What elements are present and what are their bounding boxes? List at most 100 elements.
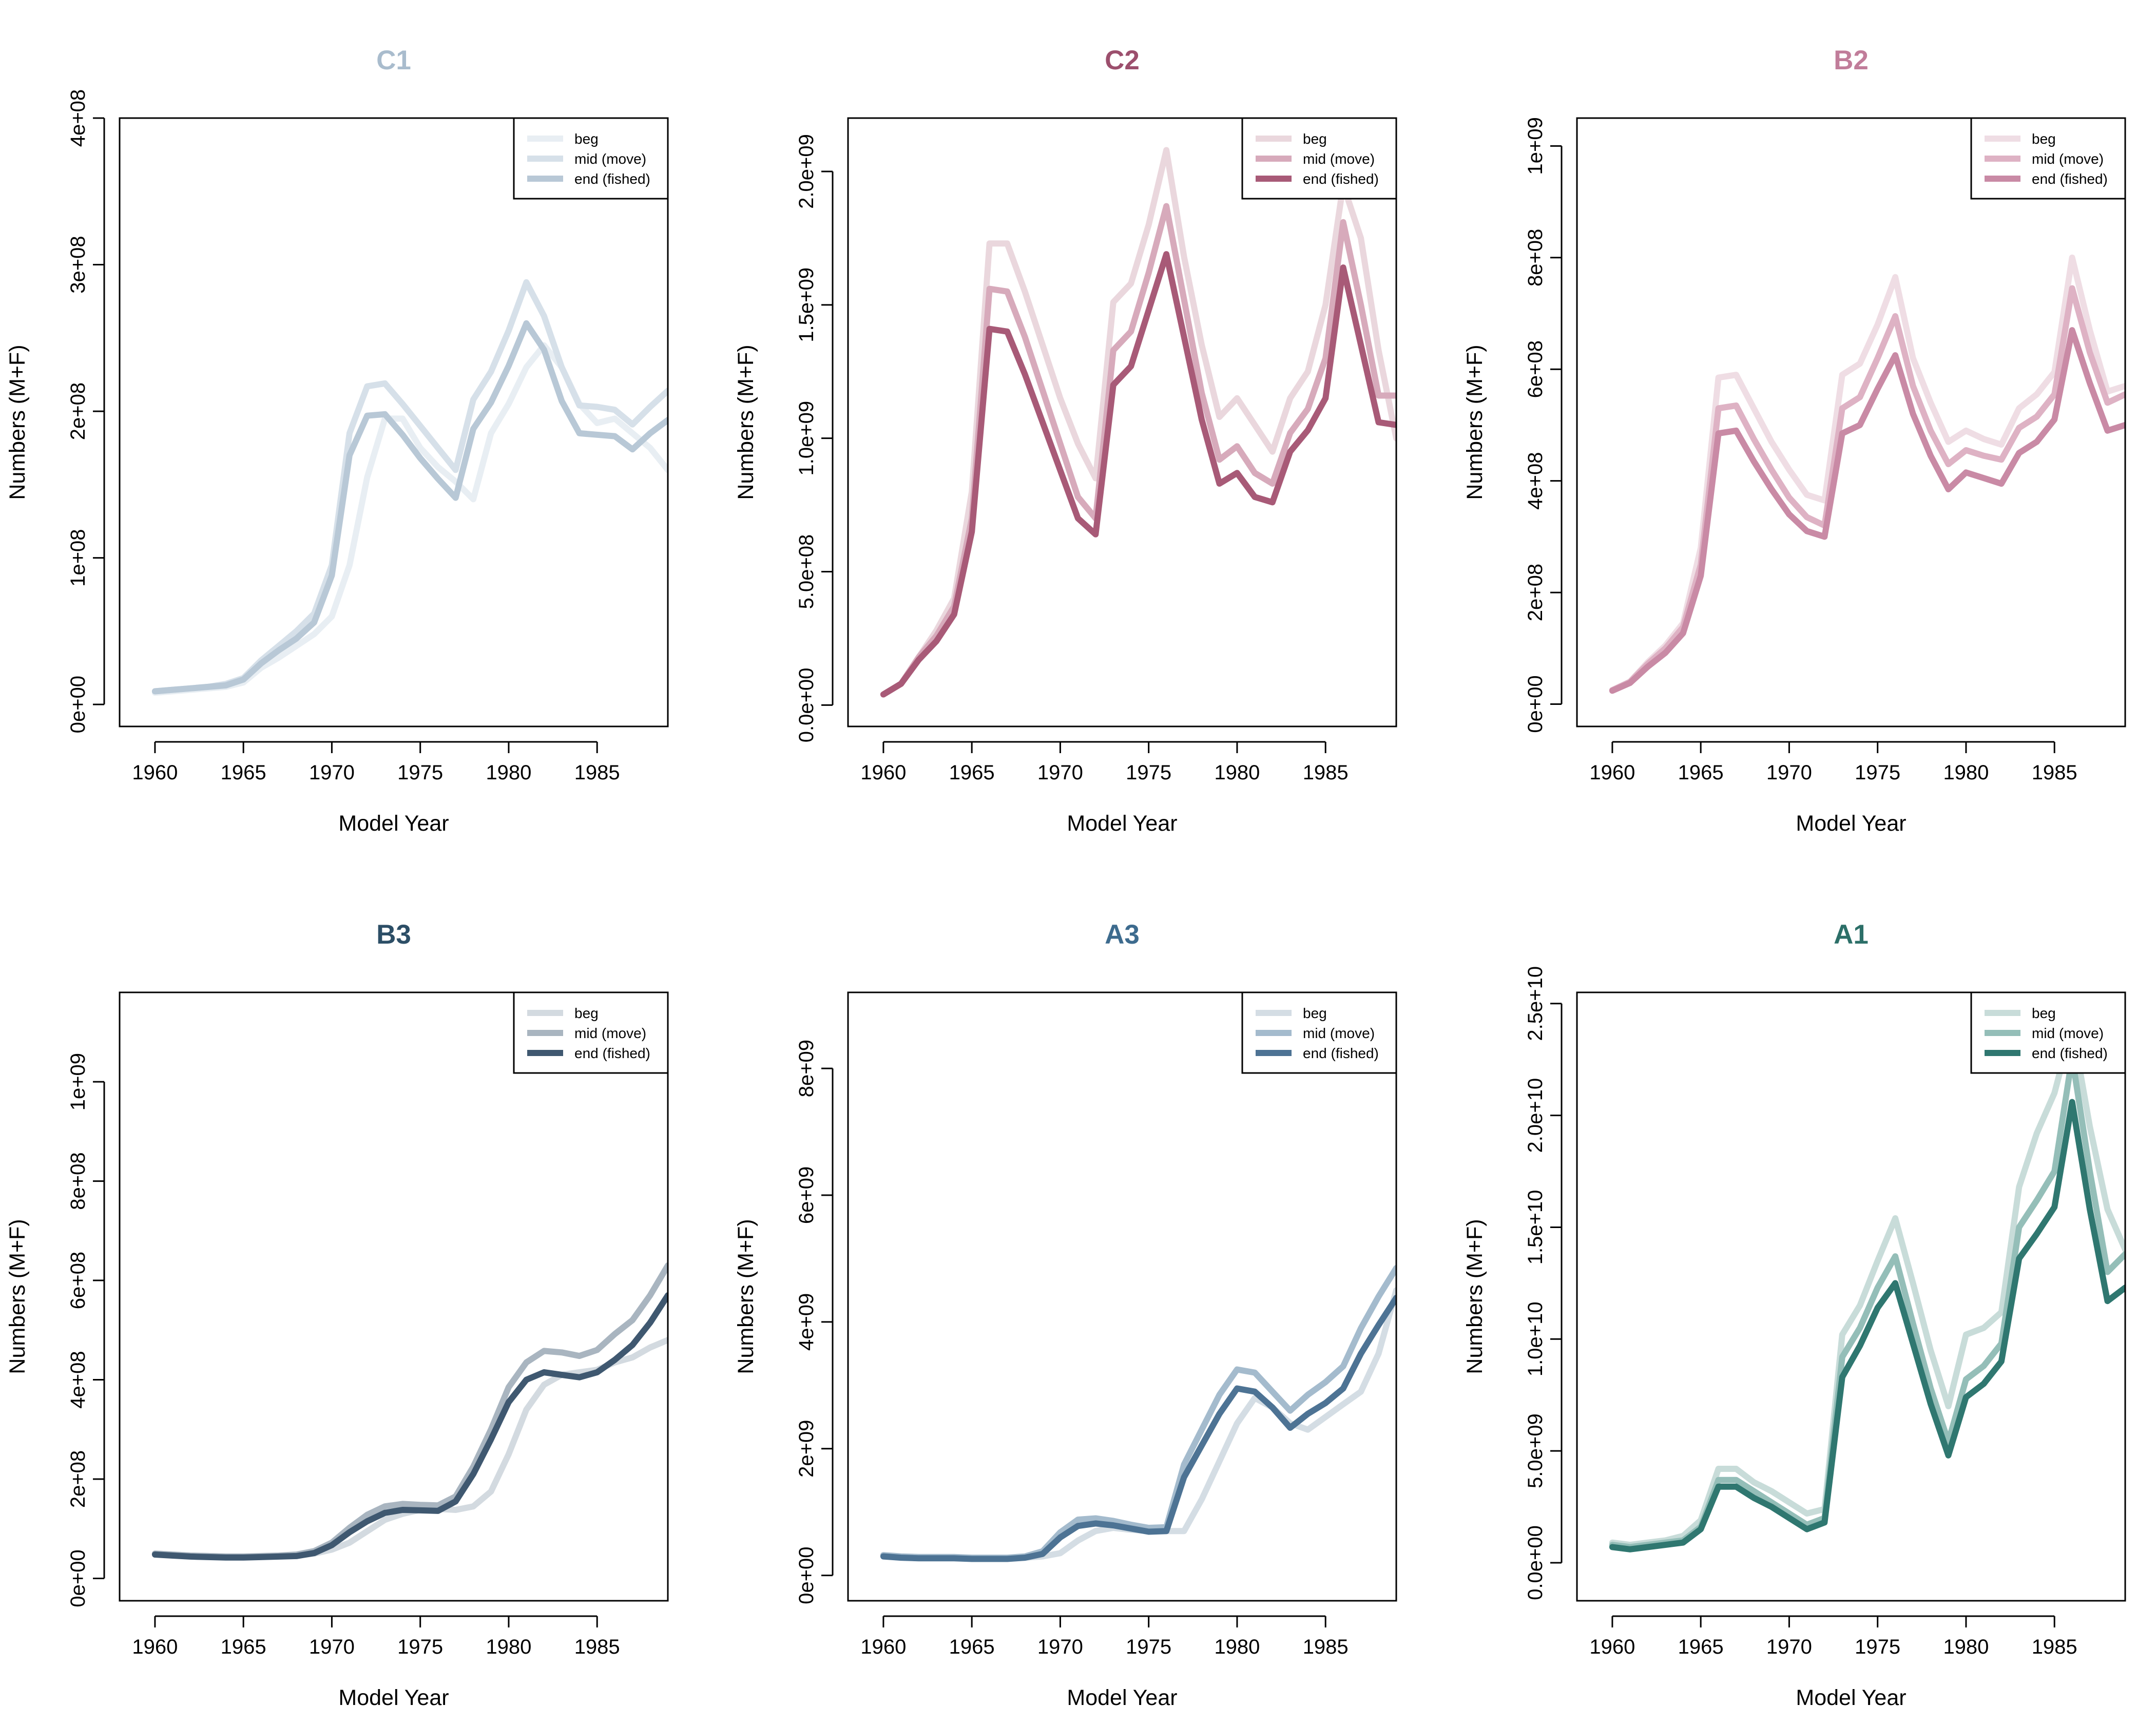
- y-axis-label: Numbers (M+F): [1462, 344, 1487, 500]
- x-tick-label: 1970: [1766, 761, 1812, 784]
- panel-b3: B3 1960 1965 1970 1975 1980 1985 0e+00 2e+08 4e+0…: [5, 919, 669, 1710]
- legend-label: mid (move): [2032, 1025, 2104, 1041]
- panel-a3: A3 1960 1965 1970 1975 1980 1985 0e+00 2e+09 4e+0…: [734, 919, 1397, 1710]
- series-line-end: [1609, 327, 2125, 694]
- series-line-end: [151, 320, 668, 695]
- plot-frame: [1576, 117, 2126, 727]
- x-tick-label: 1965: [949, 1636, 995, 1658]
- legend: beg mid (move) end (fished): [513, 991, 669, 1074]
- panel-a1: A1 1960 1965 1970 1975 1980 1985 0.0e+00 5.0e+09…: [1462, 919, 2126, 1710]
- y-tick-label: 2e+09: [795, 1420, 818, 1478]
- plot-frame: [119, 117, 669, 727]
- x-tick-label: 1965: [221, 1636, 266, 1658]
- y-tick-label: 1.0e+09: [795, 401, 818, 476]
- x-tick-label: 1975: [1126, 1636, 1171, 1658]
- legend-label: end (fished): [1303, 171, 1379, 187]
- x-axis-label: Model Year: [338, 811, 449, 836]
- y-axis-label: Numbers (M+F): [1462, 1219, 1487, 1374]
- legend-label: mid (move): [574, 1025, 646, 1041]
- x-tick-label: 1960: [860, 1636, 906, 1658]
- plot-frame: [847, 117, 1397, 727]
- y-tick-label: 6e+08: [67, 1252, 89, 1309]
- series-line-beg: [1609, 1023, 2125, 1548]
- x-tick-label: 1980: [1943, 1636, 1989, 1658]
- y-tick-label: 5.0e+09: [1524, 1413, 1547, 1488]
- y-tick-label: 1e+08: [67, 529, 89, 586]
- series-line-end: [1609, 1099, 2125, 1552]
- x-tick-label: 1980: [1943, 761, 1989, 784]
- x-tick-label: 1975: [1126, 761, 1171, 784]
- y-tick-label: 8e+08: [67, 1152, 89, 1210]
- x-tick-label: 1965: [1678, 1636, 1724, 1658]
- y-tick-label: 3e+08: [67, 236, 89, 293]
- legend: beg mid (move) end (fished): [1241, 117, 1397, 200]
- legend: beg mid (move) end (fished): [1241, 991, 1397, 1074]
- series-lines: [151, 1262, 668, 1561]
- y-tick-label: 0e+00: [1524, 675, 1547, 733]
- panel-title: B2: [1834, 45, 1869, 75]
- series-lines: [1609, 254, 2125, 694]
- legend: beg mid (move) end (fished): [513, 117, 669, 200]
- panel-c2: C2 1960 1965 1970 1975 1980 1985 0.0e+00 5.0e+08…: [734, 45, 1397, 836]
- y-tick-label: 2e+08: [67, 1450, 89, 1508]
- x-tick-label: 1985: [1303, 1636, 1349, 1658]
- series-line-end: [151, 1292, 668, 1561]
- panel-title: C1: [376, 45, 411, 75]
- x-tick-label: 1965: [1678, 761, 1724, 784]
- x-tick-label: 1960: [1589, 761, 1635, 784]
- legend-label: beg: [2032, 131, 2056, 147]
- y-tick-label: 2.0e+10: [1524, 1078, 1547, 1153]
- series-line-beg: [151, 342, 668, 696]
- y-tick-label: 4e+09: [795, 1293, 818, 1351]
- x-axis-label: Model Year: [1067, 1685, 1177, 1710]
- panel-title: C2: [1105, 45, 1140, 75]
- legend-label: end (fished): [2032, 171, 2108, 187]
- y-tick-label: 4e+08: [1524, 452, 1547, 509]
- y-tick-label: 4e+08: [67, 89, 89, 147]
- legend-label: beg: [1303, 1005, 1327, 1021]
- x-tick-label: 1970: [1037, 1636, 1083, 1658]
- x-tick-label: 1980: [486, 761, 531, 784]
- series-line-beg: [880, 147, 1396, 698]
- y-tick-label: 0e+00: [795, 1546, 818, 1604]
- legend-label: mid (move): [574, 151, 646, 167]
- y-tick-label: 4e+08: [67, 1351, 89, 1408]
- legend-label: mid (move): [1303, 151, 1375, 167]
- y-tick-label: 1.5e+09: [795, 267, 818, 342]
- legend-label: end (fished): [574, 171, 650, 187]
- panel-c1: C1 1960 1965 1970 1975 1980 1985 0e+00 1e+08 2e+0…: [5, 45, 669, 836]
- plot-frame: [847, 991, 1397, 1602]
- x-tick-label: 1960: [1589, 1636, 1635, 1658]
- y-tick-label: 8e+09: [795, 1040, 818, 1097]
- series-line-end: [880, 1295, 1396, 1562]
- x-tick-label: 1985: [2032, 761, 2077, 784]
- series-line-end: [880, 251, 1396, 698]
- y-tick-label: 0e+00: [67, 676, 89, 733]
- x-axis-label: Model Year: [338, 1685, 449, 1710]
- y-axis-label: Numbers (M+F): [5, 344, 30, 500]
- series-lines: [880, 1265, 1396, 1562]
- y-tick-label: 2e+08: [1524, 564, 1547, 621]
- legend-label: end (fished): [574, 1045, 650, 1061]
- x-tick-label: 1985: [1303, 761, 1349, 784]
- series-line-mid: [151, 279, 668, 695]
- series-line-mid: [880, 1265, 1396, 1561]
- legend-label: end (fished): [2032, 1045, 2108, 1061]
- panel-title: B3: [376, 919, 411, 950]
- series-line-mid: [880, 203, 1396, 698]
- series-line-beg: [1609, 254, 2125, 694]
- x-tick-label: 1960: [132, 761, 178, 784]
- x-tick-label: 1980: [1214, 1636, 1260, 1658]
- legend-label: mid (move): [2032, 151, 2104, 167]
- y-tick-label: 5.0e+08: [795, 534, 818, 609]
- y-tick-label: 2.5e+10: [1524, 966, 1547, 1041]
- y-tick-label: 0.0e+00: [795, 668, 818, 743]
- panel-title: A3: [1105, 919, 1140, 950]
- x-tick-label: 1975: [1855, 761, 1900, 784]
- y-tick-label: 1e+09: [67, 1053, 89, 1110]
- panel-b2: B2 1960 1965 1970 1975 1980 1985 0e+00 2e+08 4e+0…: [1462, 45, 2126, 836]
- x-axis-label: Model Year: [1796, 811, 1906, 836]
- x-tick-label: 1985: [574, 761, 620, 784]
- x-tick-label: 1970: [1037, 761, 1083, 784]
